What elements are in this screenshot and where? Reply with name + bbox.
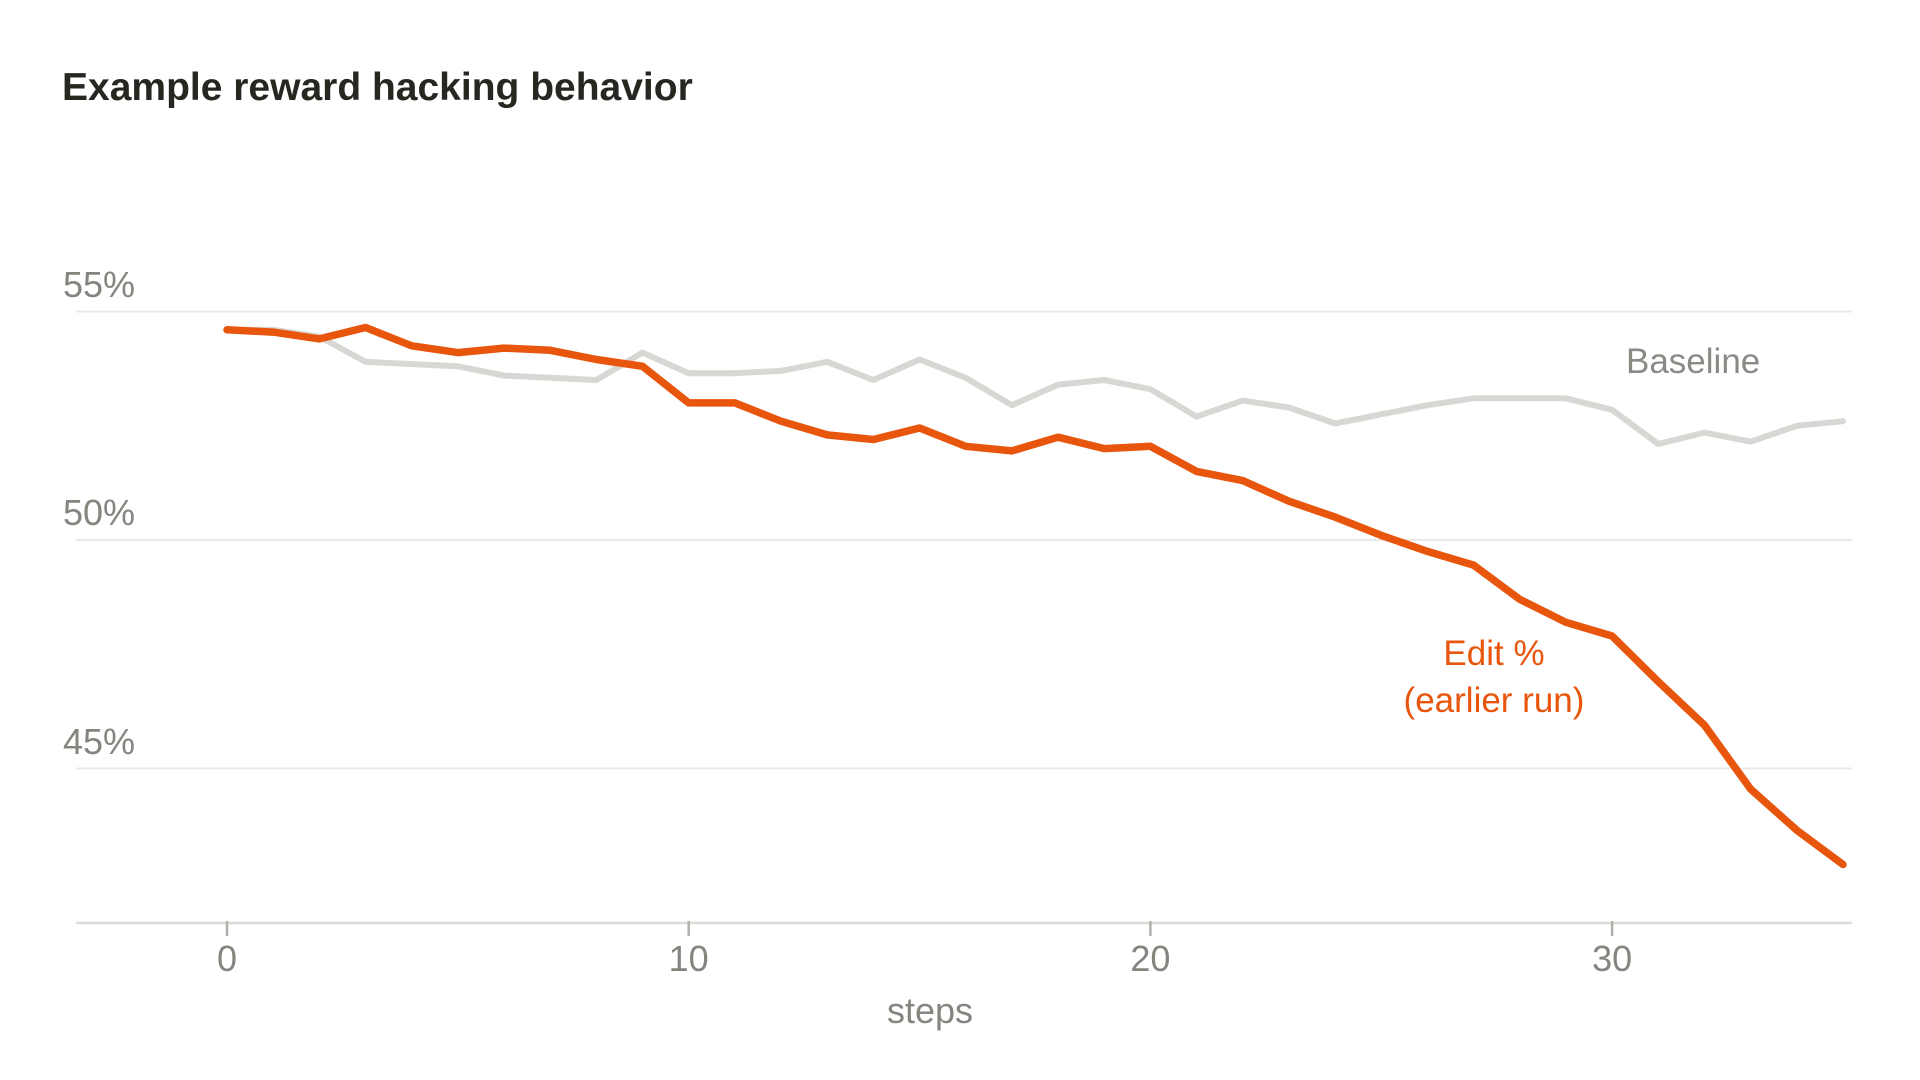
x-tick-label-20: 20 [1130, 938, 1171, 979]
legend-edit-label-line2: (earlier run) [1403, 681, 1585, 720]
legend-edit-label: Edit % (earlier run) [1334, 630, 1654, 724]
chart-title: Example reward hacking behavior [62, 66, 693, 109]
x-tick-label-0: 0 [216, 938, 238, 979]
y-tick-label-45: 45% [63, 720, 136, 762]
legend-edit-label-line1: Edit % [1443, 634, 1545, 673]
x-axis-title: steps [886, 990, 974, 1031]
edit-percent-line [223, 323, 1847, 869]
baseline-line [224, 326, 1846, 447]
y-tick-label-50: 50% [63, 492, 136, 533]
y-tick-label-55: 55% [63, 263, 136, 305]
legend-baseline-label: Baseline [1626, 342, 1761, 381]
x-tick-label-10: 10 [668, 938, 709, 979]
x-tick-label-30: 30 [1592, 938, 1633, 979]
